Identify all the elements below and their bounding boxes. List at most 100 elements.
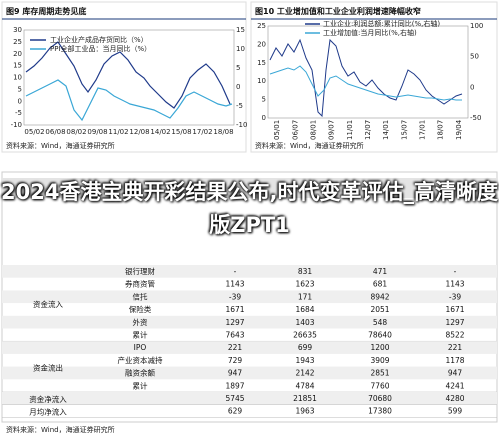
- plot-frame: [23, 29, 235, 126]
- x-tick-label: 18/07: [437, 120, 445, 140]
- group-label: 月均净流入: [29, 407, 67, 417]
- row-band: [2, 341, 497, 354]
- table-cell: 信托: [133, 291, 148, 301]
- x-tick-label: 06/08: [45, 128, 65, 136]
- y-tick-label: 20: [13, 50, 22, 58]
- table-cell: -: [454, 267, 457, 276]
- y-tick-label: 25: [257, 22, 266, 30]
- table-cell: 1297: [225, 318, 244, 327]
- series-line: [25, 41, 231, 109]
- table-cell: 26635: [293, 331, 317, 340]
- table-cell: 681: [373, 280, 388, 289]
- y2-tick-label: 0: [236, 83, 240, 91]
- y-tick-label: 0: [18, 97, 22, 105]
- x-tick-label: 14/02: [150, 128, 170, 136]
- series-line: [269, 65, 462, 101]
- table-cell: 78640: [368, 331, 392, 340]
- table-cell: 累计: [133, 330, 148, 340]
- table-cell: 累计: [133, 380, 148, 390]
- table-cell: 1897: [225, 381, 244, 390]
- row-band: [2, 366, 497, 380]
- table-cell: 5745: [225, 394, 244, 403]
- table-cell: 8942: [370, 292, 389, 301]
- table-cell: 8522: [445, 331, 464, 340]
- table-cell: 3909: [370, 356, 389, 365]
- table-cell: 1943: [295, 356, 314, 365]
- y2-tick-label: -10: [236, 121, 247, 129]
- group-label: 资金流入: [33, 299, 63, 309]
- overlay-title: 2024香港宝典开彩结果公布,时代变革评估_高清晰度版ZPT1: [1, 180, 498, 237]
- table-cell: 7643: [225, 331, 244, 340]
- table-cell: 7760: [370, 381, 389, 390]
- table-cell: 548: [373, 318, 388, 327]
- table-cell: 1671: [445, 305, 464, 314]
- table-cell: 外资: [133, 317, 148, 327]
- y-tick-label: 5: [262, 96, 266, 104]
- x-tick-label: 19/04: [455, 119, 463, 140]
- x-tick-label: 11/02: [108, 128, 128, 136]
- table-cell: 171: [298, 292, 313, 301]
- table-cell: 4241: [445, 381, 464, 390]
- y2-tick-label: 0: [470, 83, 474, 91]
- x-tick-label: 17/02: [192, 128, 212, 136]
- table: 银行理财 - 831 471 - 券商资管 1143 1623 681 1143 信托 -39 171 8…: [2, 265, 497, 418]
- figure-source: 资料来源：Wind，海通证券研究所: [6, 141, 115, 150]
- table-cell: 4784: [295, 381, 314, 390]
- y-tick-label: 0: [262, 114, 266, 122]
- table-cell: 2051: [370, 305, 389, 314]
- row-band: [2, 392, 497, 405]
- x-tick-label: 09/07: [328, 120, 336, 140]
- table-cell: 2142: [295, 369, 314, 378]
- y-tick-label: -10: [11, 121, 22, 129]
- y2-tick-label: 15: [236, 26, 245, 34]
- table-cell: 221: [228, 343, 243, 352]
- y-tick-label: 5: [18, 85, 22, 93]
- table-cell: 599: [448, 407, 463, 416]
- y2-tick-label: 50: [470, 53, 479, 61]
- table-cell: -: [234, 267, 237, 276]
- x-tick-label: 14/01: [382, 120, 390, 140]
- y2-tick-label: 5: [236, 64, 240, 72]
- row-band: [2, 290, 497, 304]
- y-tick-label: 15: [257, 59, 266, 67]
- series-line: [25, 79, 233, 122]
- figure-title: 图10 工业增加值和工业企业利润增速降幅收窄: [255, 6, 421, 16]
- table-cell: 471: [373, 267, 388, 276]
- table-cell: 4280: [445, 394, 464, 403]
- table-cell: 1403: [295, 318, 314, 327]
- x-tick-label: 12/08: [129, 128, 149, 136]
- y-tick-label: 10: [13, 74, 22, 82]
- y2-tick-label: 100: [470, 22, 483, 30]
- x-tick-label: 08/02: [66, 128, 86, 136]
- y-tick-label: 25: [13, 38, 22, 46]
- table-cell: 17380: [368, 407, 392, 416]
- y-tick-label: 20: [257, 40, 266, 48]
- table-cell: 1178: [445, 356, 464, 365]
- plot-frame: [267, 25, 469, 119]
- group-label: 资金流出: [33, 362, 63, 372]
- row-band: [2, 265, 497, 278]
- table-cell: 699: [298, 343, 313, 352]
- table-cell: 947: [448, 369, 463, 378]
- x-tick-label: 18/08: [213, 128, 233, 136]
- y-tick-label: 30: [13, 26, 22, 34]
- figure-source: 资料来源：Wind，海通证券研究所: [255, 141, 364, 150]
- table-cell: 1623: [295, 280, 314, 289]
- x-tick-label: 05/01: [273, 120, 281, 140]
- table-cell: 1297: [445, 318, 464, 327]
- y2-tick-label: -50: [470, 114, 481, 122]
- table-cell: 1143: [225, 280, 244, 289]
- table-cell: 70680: [368, 394, 392, 403]
- series-line: [269, 38, 463, 118]
- table-source: 资料来源：Wind，海通证券研究所: [6, 425, 115, 434]
- figure-frame: [250, 1, 498, 153]
- table-cell: 2851: [370, 369, 389, 378]
- x-tick-label: 09/08: [87, 128, 107, 136]
- group-label: 资金净流入: [29, 394, 67, 404]
- table-cell: IPO: [134, 343, 147, 352]
- y-tick-label: 15: [13, 62, 22, 70]
- x-tick-label: 06/07: [291, 120, 299, 140]
- x-tick-label: 15/07: [400, 120, 408, 140]
- table-cell: 831: [298, 267, 313, 276]
